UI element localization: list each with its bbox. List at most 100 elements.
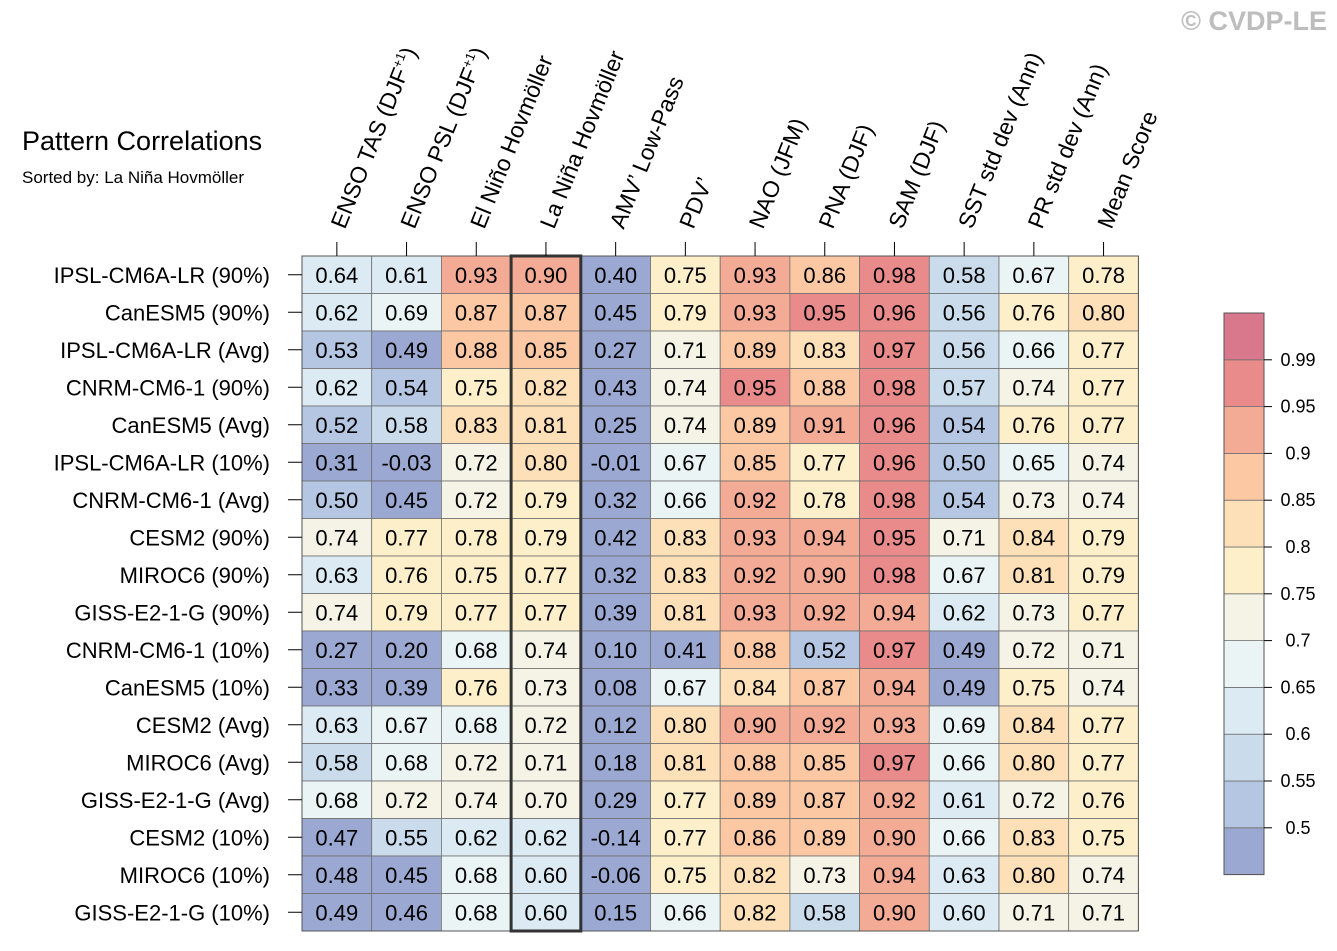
- cell-value-label: 0.77: [803, 450, 846, 475]
- heatmap-cell: [650, 893, 721, 932]
- row-label: CNRM-CM6-1 (10%): [66, 638, 270, 663]
- cell-value-label: 0.39: [385, 675, 428, 700]
- watermark: © CVDP-LE: [1181, 6, 1327, 36]
- colorbar-tick-label: 0.75: [1280, 584, 1315, 604]
- heatmap-cell: [719, 893, 791, 932]
- cell-value-label: 0.80: [1082, 300, 1125, 325]
- heatmap-cell: [789, 893, 861, 932]
- heatmap-cell: [789, 668, 861, 707]
- colorbar-tick-label: 0.95: [1280, 397, 1315, 417]
- cell-value-label: 0.72: [455, 450, 498, 475]
- cell-value-label: 0.72: [1012, 638, 1055, 663]
- heatmap-cell: [789, 443, 861, 482]
- heatmap-cell: [580, 780, 651, 819]
- cell-value-label: 0.94: [873, 600, 916, 625]
- cell-value-label: 0.74: [315, 600, 358, 625]
- heatmap-cell: [719, 293, 791, 332]
- cell-value-label: 0.68: [315, 788, 358, 813]
- cell-value-label: 0.93: [455, 263, 498, 288]
- cell-value-label: 0.89: [734, 788, 777, 813]
- row-label: CanESM5 (10%): [105, 675, 270, 700]
- colorbar-tick-label: 0.65: [1280, 677, 1315, 697]
- row-label: MIROC6 (Avg): [126, 750, 270, 775]
- heatmap-cell: [580, 293, 651, 332]
- heatmap-cell: [719, 368, 791, 407]
- colorbar-tick-label: 0.6: [1285, 724, 1310, 744]
- cell-value-label: 0.74: [1082, 488, 1125, 513]
- cell-value-label: 0.89: [734, 413, 777, 438]
- cell-value-label: 0.49: [943, 675, 986, 700]
- cell-value-label: 0.90: [873, 900, 916, 925]
- cell-value-label: 0.53: [315, 338, 358, 363]
- cell-value-label: 0.82: [734, 900, 777, 925]
- heatmap-cell: [859, 480, 930, 519]
- cell-value-label: 0.32: [594, 563, 637, 588]
- heatmap-cell: [928, 555, 1000, 594]
- heatmap-cell: [859, 293, 930, 332]
- cell-value-label: 0.93: [734, 525, 777, 550]
- column-label: NAO (JFM): [744, 114, 812, 232]
- heatmap-cell: [859, 668, 930, 707]
- heatmap-cell: [789, 743, 861, 782]
- heatmap-cell: [998, 480, 1070, 519]
- cell-value-label: 0.75: [664, 263, 707, 288]
- heatmap-cell: [580, 518, 651, 557]
- cell-value-label: 0.57: [943, 375, 986, 400]
- cell-value-label: 0.64: [315, 263, 358, 288]
- cell-value-label: 0.97: [873, 338, 916, 363]
- cell-value-label: 0.90: [734, 713, 777, 738]
- cell-value-label: 0.43: [594, 375, 637, 400]
- cell-value-label: 0.89: [803, 825, 846, 850]
- heatmap-cell: [998, 668, 1070, 707]
- colorbar-tick-label: 0.8: [1285, 537, 1310, 557]
- cell-value-label: 0.82: [525, 375, 568, 400]
- cell-value-label: 0.52: [315, 413, 358, 438]
- cell-value-label: 0.39: [594, 600, 637, 625]
- cell-value-label: 0.77: [385, 525, 428, 550]
- heatmap-cell: [440, 368, 512, 407]
- cell-value-label: 0.69: [943, 713, 986, 738]
- cell-value-label: 0.65: [1012, 450, 1055, 475]
- cell-value-label: 0.76: [1082, 788, 1125, 813]
- cell-value-label: 0.68: [455, 863, 498, 888]
- heatmap-cell: [998, 368, 1070, 407]
- cell-value-label: 0.62: [455, 825, 498, 850]
- heatmap-cell: [859, 630, 930, 669]
- heatmap-cell: [1068, 668, 1139, 707]
- cell-value-label: 0.78: [803, 488, 846, 513]
- column-label-text: Mean Score: [1092, 107, 1163, 232]
- cell-value-label: 0.92: [803, 600, 846, 625]
- heatmap-cell: [510, 855, 582, 894]
- heatmap-cell: [510, 330, 582, 369]
- heatmap-cell: [928, 405, 1000, 444]
- cell-value-label: 0.97: [873, 638, 916, 663]
- heatmap-cell: [1068, 743, 1139, 782]
- heatmap-cell: [789, 780, 861, 819]
- column-label: PNA (DJF): [813, 120, 878, 232]
- row-label: CESM2 (Avg): [136, 713, 270, 738]
- heatmap-cell: [510, 555, 582, 594]
- column-label: Mean Score: [1092, 107, 1163, 232]
- heatmap-cell: [650, 743, 721, 782]
- cell-value-label: 0.41: [664, 638, 707, 663]
- column-label-text: PNA (DJF): [813, 120, 878, 232]
- cell-value-label: 0.66: [1012, 338, 1055, 363]
- cell-value-label: 0.50: [943, 450, 986, 475]
- column-label-text: ENSO TAS (DJF: [325, 64, 413, 232]
- cell-value-label: 0.97: [873, 750, 916, 775]
- cell-value-label: 0.73: [525, 675, 568, 700]
- cell-value-label: 0.94: [803, 525, 846, 550]
- heatmap-cell: [1068, 405, 1139, 444]
- cell-value-label: 0.74: [664, 413, 707, 438]
- cell-value-label: 0.75: [455, 375, 498, 400]
- cell-value-label: 0.58: [803, 900, 846, 925]
- row-label: CanESM5 (Avg): [111, 413, 270, 438]
- cell-value-label: 0.88: [803, 375, 846, 400]
- heatmap-cell: [859, 518, 930, 557]
- heatmap-cell: [928, 893, 1000, 932]
- cell-value-label: 0.68: [455, 900, 498, 925]
- cell-value-label: 0.66: [664, 488, 707, 513]
- cell-value-label: 0.74: [315, 525, 358, 550]
- heatmap-cell: [301, 818, 373, 857]
